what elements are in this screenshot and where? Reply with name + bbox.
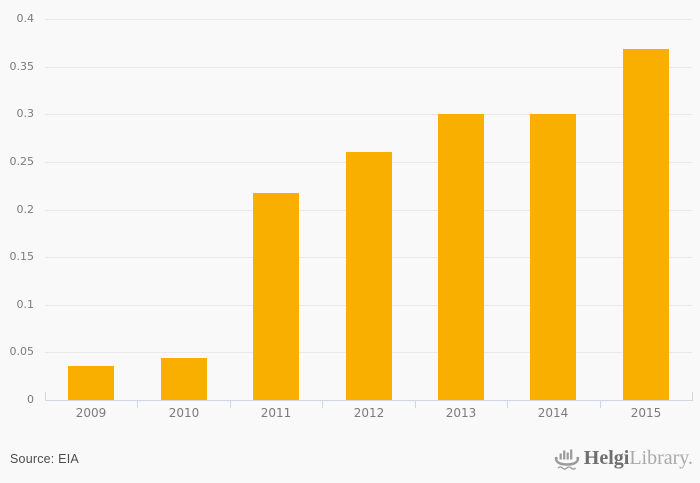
y-axis-label: 0.25: [9, 155, 35, 168]
x-axis-label-2010: 2010: [168, 406, 200, 420]
bar-2009[interactable]: [68, 366, 114, 400]
bar-2015[interactable]: [623, 49, 669, 400]
y-axis-label: 0.2: [16, 203, 35, 216]
x-axis-line: [45, 400, 693, 401]
bar-2013[interactable]: [438, 114, 484, 400]
x-axis-tick: [137, 401, 138, 408]
x-axis-tick: [322, 401, 323, 408]
x-axis-label-2011: 2011: [260, 406, 292, 420]
x-axis-label-2012: 2012: [353, 406, 385, 420]
helgi-library-logo[interactable]: HelgiLibrary.: [554, 444, 693, 471]
logo-text-helgi: Helgi: [583, 447, 630, 469]
gridline: [45, 114, 692, 115]
source-label: Source: EIA: [10, 452, 79, 466]
y-axis-label: 0.05: [9, 345, 35, 358]
gridline: [45, 67, 692, 68]
x-axis-end-tick: [45, 392, 46, 400]
y-axis-label: 0.4: [16, 12, 35, 25]
y-axis-label: 0.35: [9, 60, 35, 73]
y-axis-label: 0.15: [9, 250, 35, 263]
x-axis-tick: [230, 401, 231, 408]
helgi-ship-icon: [554, 444, 584, 471]
x-axis-label-2014: 2014: [537, 406, 569, 420]
x-axis-label-2013: 2013: [445, 406, 477, 420]
bar-2014[interactable]: [530, 114, 576, 400]
gridline: [45, 19, 692, 20]
y-axis-label: 0.3: [16, 107, 35, 120]
bar-2011[interactable]: [253, 193, 299, 400]
y-axis-label: 0: [27, 393, 34, 406]
x-axis-label-2009: 2009: [75, 406, 107, 420]
logo-text-library: Library.: [629, 447, 693, 469]
x-axis-tick: [415, 401, 416, 408]
x-axis-label-2015: 2015: [630, 406, 662, 420]
bar-2010[interactable]: [161, 358, 207, 400]
bar-chart-plot-area: 0 0.05 0.1 0.15 0.2 0.25 0.3 0.35 0.4 2009 2010 201…: [9, 12, 693, 420]
x-axis-end-tick: [692, 392, 693, 400]
bar-2012[interactable]: [346, 152, 392, 400]
y-axis-label: 0.1: [16, 298, 35, 311]
x-axis-tick: [507, 401, 508, 408]
x-axis-tick: [600, 401, 601, 408]
